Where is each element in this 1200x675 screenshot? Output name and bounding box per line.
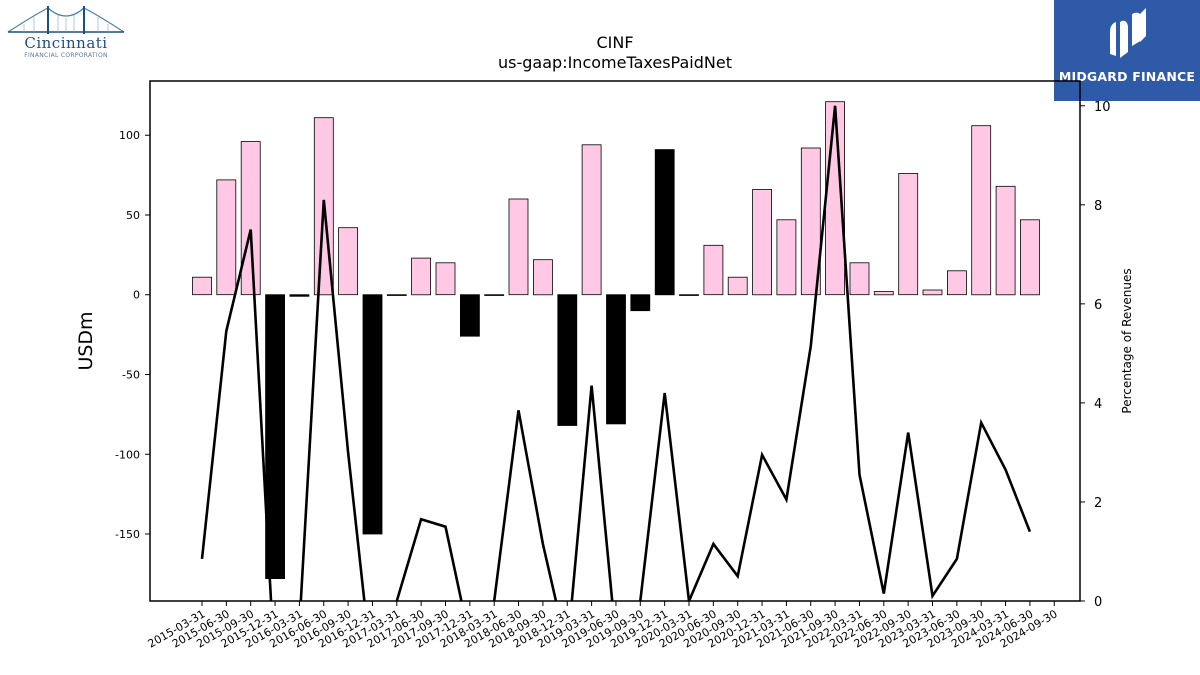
y-tick-label: 50 [126, 209, 140, 222]
bar [533, 259, 553, 296]
bar [654, 149, 675, 296]
y-tick-label: -50 [122, 368, 140, 381]
y-tick-label: 100 [119, 129, 140, 142]
bar [776, 219, 797, 296]
bar [508, 198, 529, 296]
y-tick-label: -150 [115, 528, 140, 541]
y2-tick-label: 6 [1094, 298, 1102, 313]
bar [679, 294, 699, 296]
bar [216, 179, 237, 296]
bar [240, 141, 261, 296]
bar [557, 294, 578, 426]
bar [922, 289, 943, 296]
bar [362, 294, 383, 535]
bar [1020, 219, 1040, 296]
bar [435, 262, 456, 296]
y2-tick-label: 0 [1094, 595, 1102, 610]
bar [873, 291, 894, 296]
y2-tick-label: 2 [1094, 496, 1102, 511]
midgard-mark-icon [1110, 8, 1146, 59]
bar [459, 294, 480, 337]
bar [265, 294, 286, 580]
bar [581, 144, 602, 296]
bar [800, 147, 821, 296]
bar [630, 294, 651, 312]
logo-left-name: Cincinnati [24, 34, 108, 52]
line-path [200, 105, 1032, 601]
bridge-icon [7, 6, 125, 34]
bar [727, 276, 748, 296]
chart-subtitle: us-gaap:IncomeTaxesPaidNet [498, 53, 732, 72]
y-axis-label: USDm [75, 311, 97, 370]
plot-frame [149, 80, 1081, 602]
bar [192, 276, 212, 296]
bar [484, 294, 505, 296]
bar [289, 294, 310, 297]
bar [703, 244, 724, 296]
y2-tick-label: 8 [1094, 199, 1102, 214]
bar [995, 185, 1016, 296]
bar [606, 294, 626, 425]
y2-tick-label: 4 [1094, 397, 1102, 412]
bar [947, 270, 967, 296]
bar [971, 125, 992, 296]
bar [338, 227, 359, 296]
bar [898, 173, 919, 296]
bar [411, 257, 432, 296]
y-tick-label: 0 [133, 289, 140, 302]
chart-title: CINF [596, 33, 633, 52]
y2-axis-label: Percentage of Revenues [1120, 268, 1134, 413]
bar-series [192, 101, 1040, 580]
axes: -150-100-5005010002468102015-03-312015-0… [115, 100, 1111, 651]
bar [386, 294, 407, 296]
y2-tick-label: 10 [1094, 100, 1111, 115]
bar [849, 262, 870, 296]
bar [752, 189, 772, 296]
midgard-logo: MIDGARD FINANCE [1054, 0, 1200, 101]
logo-right-name: MIDGARD FINANCE [1058, 69, 1196, 84]
cincinnati-logo: Cincinnati FINANCIAL CORPORATION [4, 4, 128, 60]
logo-left-subtitle: FINANCIAL CORPORATION [24, 52, 108, 59]
line-series [200, 105, 1032, 601]
y-tick-label: -100 [115, 448, 140, 461]
